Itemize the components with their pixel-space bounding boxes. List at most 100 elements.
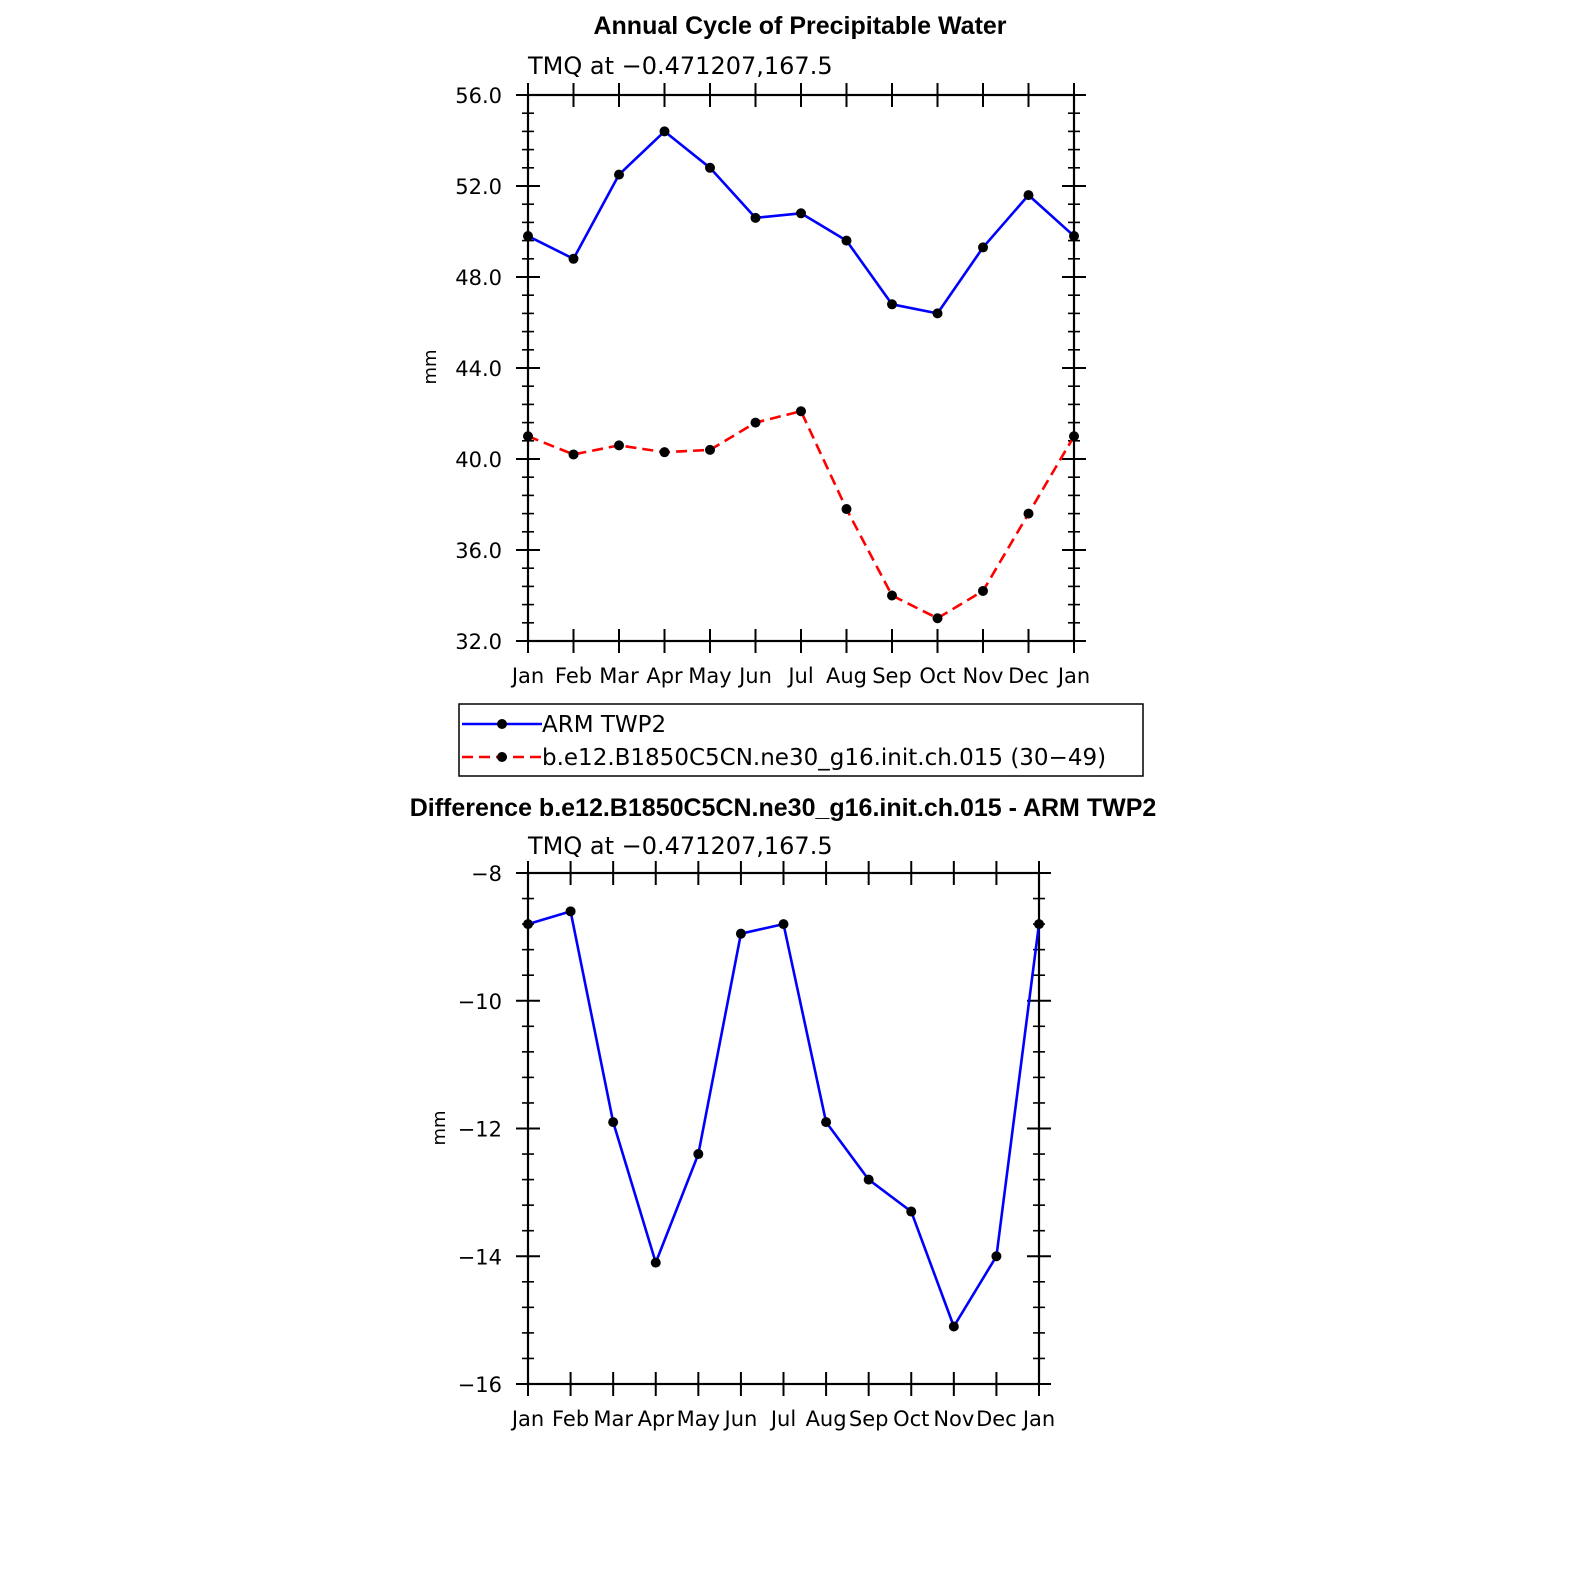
- series-line-0: [527, 910, 1041, 1328]
- chart-subtitle: TMQ at −0.471207,167.5: [527, 52, 833, 80]
- y-axis-label: mm: [429, 1110, 450, 1145]
- chart-subtitle: TMQ at −0.471207,167.5: [527, 832, 833, 860]
- y-tick-label: 44.0: [455, 357, 502, 381]
- y-tick-label: 36.0: [455, 539, 502, 563]
- data-point: [1034, 919, 1044, 930]
- x-tick-label: Sep: [872, 664, 912, 688]
- x-tick-label: Feb: [552, 1407, 589, 1431]
- x-tick-label: Jul: [786, 664, 813, 688]
- y-tick-label: −16: [458, 1373, 502, 1397]
- legend-label-arm: ARM TWP2: [542, 712, 666, 738]
- data-point: [932, 613, 943, 624]
- x-tick-label: May: [688, 664, 731, 688]
- data-point: [821, 1117, 832, 1128]
- legend: ARM TWP2 b.e12.B1850C5CN.ne30_g16.init.c…: [458, 703, 1144, 777]
- x-tick-label: Jan: [510, 1407, 544, 1431]
- data-point: [659, 447, 670, 458]
- legend-label-model: b.e12.B1850C5CN.ne30_g16.init.ch.015 (30…: [542, 745, 1106, 771]
- data-point: [991, 1251, 1002, 1262]
- plot-frame: [526, 93, 1076, 643]
- chart-title: Difference b.e12.B1850C5CN.ne30_g16.init…: [410, 794, 1157, 822]
- x-tick-label: Dec: [1008, 664, 1049, 688]
- y-tick-label: 32.0: [455, 630, 502, 654]
- x-tick-labels: Jan Feb Mar Apr May Jun Jul Aug Sep Oct Nov Dec Jan: [510, 1407, 1055, 1431]
- data-point: [565, 906, 576, 917]
- y-tick-label: 52.0: [455, 175, 502, 199]
- x-tick-label: Feb: [555, 664, 592, 688]
- y-tick-label: 56.0: [455, 84, 502, 108]
- data-point: [1023, 508, 1034, 519]
- x-tick-label: Jun: [723, 1407, 758, 1431]
- data-point: [693, 1149, 704, 1160]
- data-point: [887, 299, 897, 310]
- data-point: [614, 169, 624, 180]
- series-group: [523, 906, 1044, 1332]
- data-point: [887, 590, 897, 601]
- data-point: [863, 1174, 874, 1185]
- x-tick-label: Apr: [646, 664, 683, 688]
- data-point: [932, 308, 943, 319]
- legend-marker-arm: [497, 719, 507, 729]
- x-tick-label: Jan: [1056, 664, 1090, 688]
- y-tick-label: −12: [458, 1118, 502, 1142]
- x-tick-label: Aug: [826, 664, 867, 688]
- legend-box: [458, 703, 1144, 777]
- y-tick-label: 48.0: [455, 266, 502, 290]
- x-tick-label: Nov: [963, 664, 1004, 688]
- data-point: [796, 406, 806, 417]
- data-point: [978, 585, 988, 596]
- data-point: [1069, 431, 1079, 442]
- series-line-0: [527, 130, 1075, 315]
- y-tick-label: 40.0: [455, 448, 502, 472]
- y-tick-labels: −16 −14 −12 −10 −8: [458, 862, 502, 1397]
- axis-ticks: [516, 861, 1051, 1396]
- data-point: [948, 1321, 959, 1332]
- data-point: [735, 928, 746, 939]
- data-point: [523, 919, 533, 930]
- x-tick-label: Jan: [510, 664, 544, 688]
- plot-frame: [526, 871, 1041, 1386]
- x-tick-label: Jul: [769, 1407, 796, 1431]
- data-point: [841, 235, 852, 246]
- x-tick-label: Sep: [849, 1407, 889, 1431]
- y-tick-label: −14: [458, 1245, 502, 1269]
- y-axis-label: mm: [420, 349, 441, 384]
- data-point: [608, 1117, 619, 1128]
- data-point: [523, 431, 533, 442]
- data-point: [778, 919, 789, 930]
- series-group: [523, 126, 1079, 624]
- data-point: [1069, 231, 1079, 242]
- y-tick-label: −8: [471, 862, 502, 886]
- x-tick-label: Mar: [599, 664, 639, 688]
- data-point: [906, 1206, 917, 1217]
- x-tick-label: Oct: [893, 1407, 929, 1431]
- x-tick-label: Nov: [933, 1407, 974, 1431]
- x-tick-label: Aug: [806, 1407, 847, 1431]
- x-tick-labels: Jan Feb Mar Apr May Jun Jul Aug Sep Oct Nov Dec Jan: [510, 664, 1090, 688]
- data-point: [523, 231, 533, 242]
- x-tick-label: May: [677, 1407, 720, 1431]
- legend-marker-model: [497, 752, 507, 762]
- data-point: [650, 1257, 661, 1268]
- data-point: [568, 449, 579, 460]
- x-tick-label: Dec: [976, 1407, 1017, 1431]
- x-tick-label: Jun: [737, 664, 772, 688]
- data-point: [568, 253, 579, 264]
- x-tick-label: Apr: [638, 1407, 675, 1431]
- chart-title: Annual Cycle of Precipitable Water: [593, 12, 1006, 40]
- y-tick-label: −10: [458, 990, 502, 1014]
- data-point: [796, 208, 806, 219]
- data-point: [750, 417, 761, 428]
- data-point: [1023, 190, 1034, 201]
- x-tick-label: Jan: [1021, 1407, 1055, 1431]
- data-point: [659, 126, 670, 137]
- x-tick-label: Oct: [919, 664, 955, 688]
- x-tick-label: Mar: [593, 1407, 633, 1431]
- data-point: [705, 162, 715, 173]
- chart-difference: Difference b.e12.B1850C5CN.ne30_g16.init…: [410, 794, 1157, 1431]
- chart-annual-cycle: Annual Cycle of Precipitable Water TMQ a…: [420, 12, 1090, 688]
- series-line-1: [527, 409, 1076, 620]
- data-point: [750, 212, 761, 223]
- data-point: [841, 504, 852, 515]
